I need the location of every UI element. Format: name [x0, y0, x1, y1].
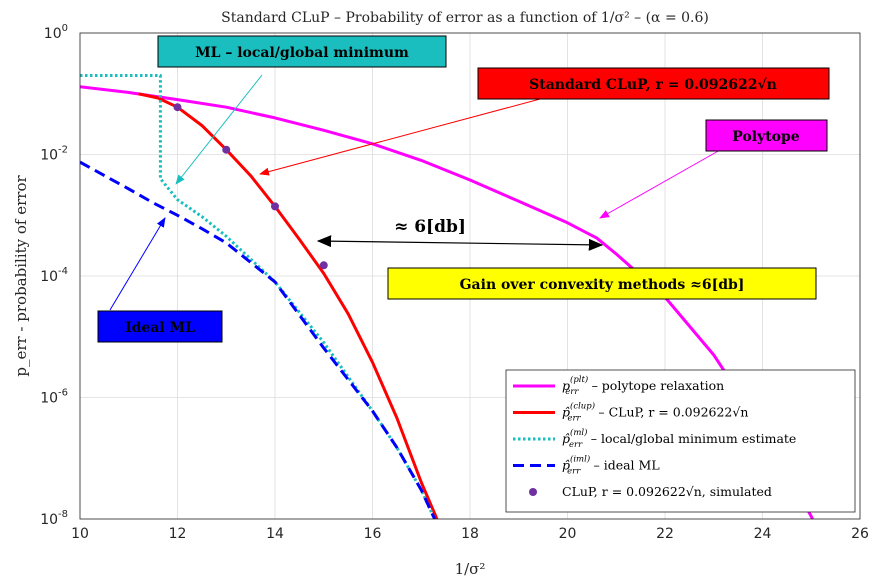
- legend-text: CLuP, r = 0.092622√n, simulated: [562, 484, 772, 499]
- legend-main: p̂: [562, 431, 570, 446]
- gain-db-label: ≈ 6[db]: [394, 217, 466, 237]
- legend-label-4: CLuP, r = 0.092622√n, simulated: [562, 484, 772, 499]
- clup-box: [477, 67, 830, 100]
- legend-main: p̂: [562, 458, 570, 473]
- y-tick-exp: -6: [58, 388, 68, 399]
- legend-sub: err: [569, 440, 583, 450]
- y-tick-base: 10: [44, 26, 62, 42]
- legend-sub: err: [567, 467, 581, 477]
- legend-sup: (clup): [570, 401, 595, 412]
- legend-label-0: p(plt) err – polytope relaxation: [562, 374, 724, 397]
- legend-text: – CLuP, r = 0.092622√n: [594, 405, 748, 420]
- polytope-box: [705, 119, 828, 152]
- series-4-point: [271, 202, 279, 211]
- legend-swatch-4: [529, 488, 537, 496]
- ml-box: [157, 35, 447, 68]
- series-4-point: [319, 261, 328, 270]
- x-axis-label: 1/σ²: [455, 560, 486, 578]
- ml-arrow: [175, 74, 263, 185]
- y-tick-exp: 0: [62, 23, 68, 34]
- plot-frame: [79, 32, 861, 520]
- x-ticks: 10 12 14 16 18 20 22 24 26: [71, 526, 869, 542]
- y-tick-base: 10: [40, 512, 58, 528]
- gain-box: [387, 267, 817, 300]
- y-tick-exp: -2: [58, 145, 68, 156]
- legend-text: – polytope relaxation: [588, 378, 725, 393]
- markers-layer: [173, 103, 328, 270]
- series-3-line: [80, 160, 437, 519]
- x-tick-label: 20: [559, 526, 577, 542]
- clup-box-formula: r = 0.092622√n: [656, 77, 777, 93]
- legend-text: – ideal ML: [590, 458, 660, 473]
- legend-sub: err: [565, 387, 579, 397]
- y-tick-label: 10-4: [40, 266, 68, 285]
- x-tick-label: 22: [656, 526, 674, 542]
- legend-sup: (ml): [570, 427, 587, 438]
- ml-box-label: ML – local/global minimum: [195, 45, 409, 61]
- clup-box-prefix: Standard CLuP,: [529, 77, 655, 93]
- legend-text: – local/global minimum estimate: [587, 431, 797, 446]
- chart-title: Standard CLuP – Probability of error as …: [221, 10, 709, 26]
- x-tick-label: 26: [851, 526, 869, 542]
- series-4-point: [222, 145, 231, 154]
- y-tick-label: 10-8: [40, 509, 68, 528]
- ideal-ml-box: [97, 310, 223, 343]
- x-tick-label: 24: [754, 526, 772, 542]
- x-tick-label: 10: [71, 526, 89, 542]
- y-tick-base: 10: [40, 391, 58, 407]
- gain-double-arrow: [316, 235, 604, 251]
- x-tick-label: 18: [461, 526, 479, 542]
- legend-label-1: p̂(clup) err – CLuP, r = 0.092622√n: [562, 401, 748, 424]
- y-tick-label: 10-6: [40, 388, 68, 407]
- x-tick-label: 16: [364, 526, 382, 542]
- legend-main: p̂: [562, 405, 570, 420]
- clup-arrow: [259, 94, 556, 176]
- polytope-arrow: [599, 149, 721, 219]
- legend-frame: [505, 369, 856, 513]
- y-tick-base: 10: [40, 269, 58, 285]
- series-4-point: [173, 103, 182, 112]
- y-tick-exp: -4: [58, 266, 68, 277]
- ideal-ml-box-label: Ideal ML: [125, 320, 195, 336]
- x-tick-label: 12: [169, 526, 187, 542]
- gain-box-label: Gain over convexity methods ≈6[db]: [460, 277, 745, 293]
- legend-sub: err: [567, 414, 581, 424]
- legend-label-2: p̂(ml) err – local/global minimum estimat…: [562, 427, 796, 450]
- legend-sup: (plt): [570, 374, 588, 385]
- legend-main: p: [562, 378, 570, 393]
- clup-box-label: Standard CLuP, r = 0.092622√n: [529, 77, 777, 93]
- ideal-ml-arrow: [109, 217, 166, 311]
- polytope-box-label: Polytope: [732, 129, 800, 145]
- y-axis-label: p_err - probability of error: [12, 175, 30, 377]
- x-tick-label: 14: [266, 526, 284, 542]
- y-tick-label: 100: [44, 23, 68, 42]
- y-tick-label: 10-2: [40, 145, 68, 164]
- series-1-line: [138, 92, 439, 519]
- y-tick-exp: -8: [58, 509, 68, 520]
- y-tick-base: 10: [40, 148, 58, 164]
- legend-sup: (iml): [570, 454, 590, 465]
- legend-label-3: p̂(iml) err – ideal ML: [562, 454, 660, 477]
